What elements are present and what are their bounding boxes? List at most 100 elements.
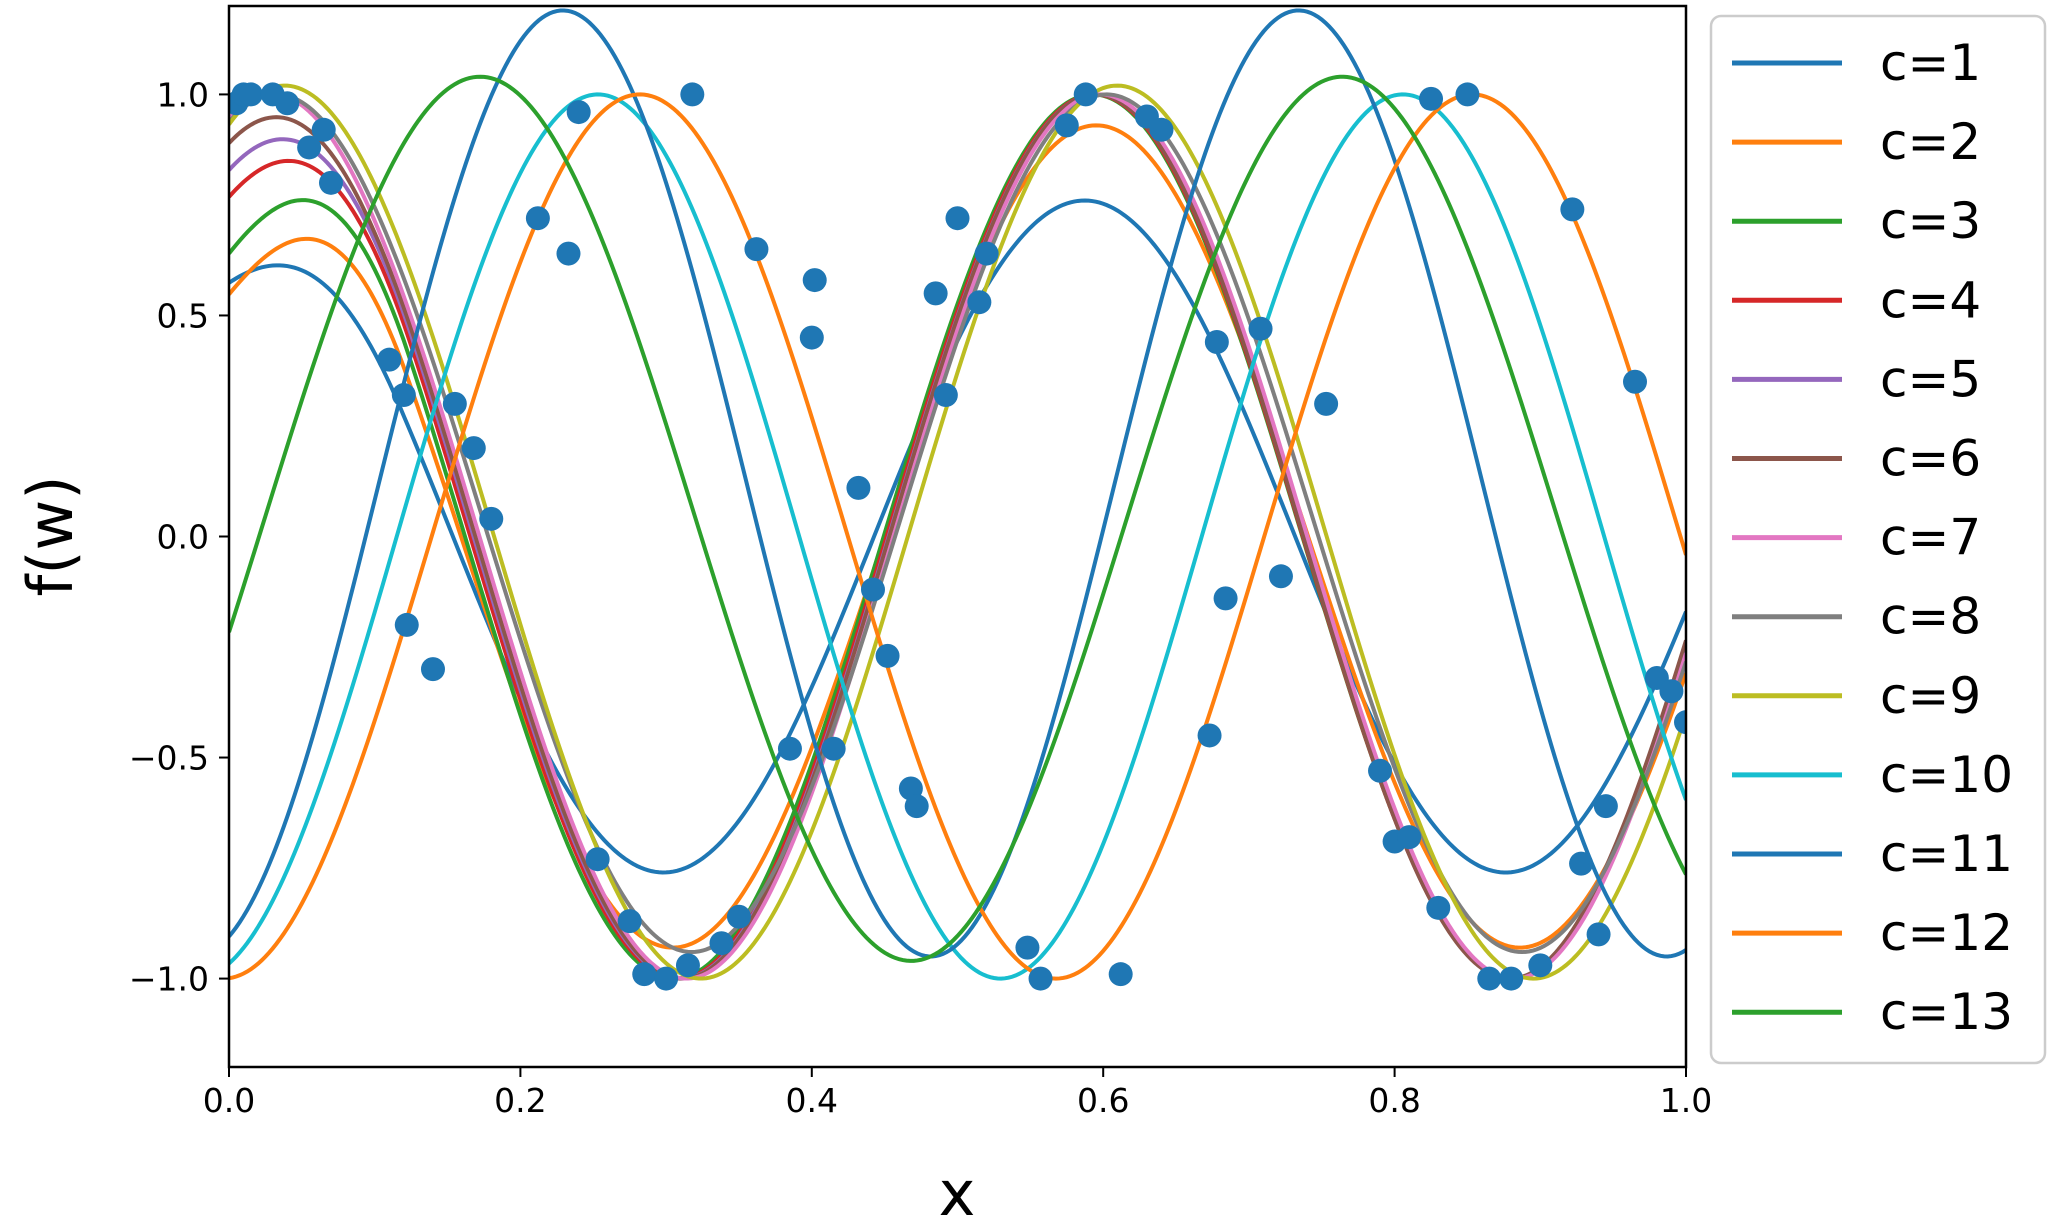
- scatter-point: [1659, 679, 1684, 704]
- y-tick-label: 1.0: [157, 75, 209, 114]
- scatter-point: [442, 391, 467, 416]
- legend-label: c=3: [1880, 192, 1981, 250]
- scatter-point: [1419, 86, 1444, 111]
- series-line: [229, 83, 1686, 981]
- scatter-point: [461, 436, 486, 461]
- scatter-point: [967, 290, 992, 315]
- scatter-point: [1593, 794, 1618, 819]
- series-line: [229, 74, 1686, 963]
- legend-item: c=9: [1732, 667, 1981, 725]
- scatter-point: [675, 953, 700, 978]
- series-line: [229, 92, 1686, 981]
- scatter-point: [904, 794, 929, 819]
- plot-area: [229, 8, 1686, 991]
- legend-label: c=1: [1880, 34, 1981, 92]
- series-line: [229, 92, 1686, 981]
- scatter-point: [525, 206, 550, 231]
- scatter-point: [974, 241, 999, 266]
- scatter-point: [1477, 966, 1502, 991]
- scatter-point: [680, 82, 705, 107]
- x-tick-label: 0.6: [1077, 1081, 1129, 1120]
- legend-item: c=13: [1732, 983, 2013, 1041]
- scatter-point: [846, 475, 871, 500]
- scatter-point: [1560, 197, 1585, 222]
- x-tick-label: 1.0: [1660, 1081, 1712, 1120]
- legend-label: c=11: [1880, 825, 2013, 883]
- y-tick-label: 0.0: [157, 518, 209, 557]
- legend-label: c=13: [1880, 983, 2013, 1041]
- scatter-point: [1268, 564, 1293, 589]
- series-line: [229, 8, 1686, 959]
- scatter-point: [875, 643, 900, 668]
- scatter-layer: [229, 82, 1686, 991]
- scatter-point: [1073, 82, 1098, 107]
- scatter-point: [1528, 953, 1553, 978]
- scatter-point: [1426, 895, 1451, 920]
- scatter-point: [1108, 962, 1133, 987]
- scatter-point: [1368, 758, 1393, 783]
- legend-items: c=1 c=2 c=3 c=4 c=5 c=6 c=7 c=8 c=9 c=10 c=11 c=12 c…: [1732, 34, 2013, 1041]
- y-axis-label: f(w): [14, 476, 87, 597]
- y-tick-label: −1.0: [129, 960, 209, 999]
- scatter-point: [275, 91, 300, 116]
- scatter-point: [802, 268, 827, 293]
- scatter-point: [1314, 391, 1339, 416]
- legend-item: c=8: [1732, 588, 1981, 646]
- legend-frame: [1709, 14, 2047, 1065]
- scatter-point: [744, 237, 769, 262]
- scatter-point: [1455, 82, 1480, 107]
- scatter-point: [617, 909, 642, 934]
- scatter-point: [1674, 710, 1686, 735]
- legend-item: c=12: [1732, 904, 2013, 962]
- scatter-point: [1197, 723, 1222, 748]
- legend-label: c=9: [1880, 667, 1981, 725]
- scatter-point: [394, 612, 419, 637]
- scatter-point: [238, 82, 263, 107]
- scatter-point: [420, 657, 445, 682]
- scatter-point: [709, 931, 734, 956]
- scatter-point: [923, 281, 948, 306]
- legend-label: c=6: [1880, 430, 1981, 488]
- scatter-point: [1499, 966, 1524, 991]
- scatter-point: [799, 325, 824, 350]
- scatter-point: [1586, 922, 1611, 947]
- x-tick-label: 0.8: [1368, 1081, 1420, 1120]
- scatter-point: [377, 347, 402, 372]
- legend-label: c=10: [1880, 746, 2013, 804]
- scatter-point: [479, 506, 504, 531]
- legend-item: c=2: [1732, 113, 1981, 171]
- legend-label: c=2: [1880, 113, 1981, 171]
- legend-item: c=5: [1732, 350, 1981, 408]
- legend-item: c=7: [1732, 509, 1981, 567]
- series-layer: [229, 8, 1686, 981]
- legend-label: c=12: [1880, 904, 2013, 962]
- x-axis-ticks: 0.0 0.2 0.4 0.6 0.8 1.0: [203, 1067, 1712, 1120]
- scatter-point: [945, 206, 970, 231]
- legend-item: c=10: [1732, 746, 2013, 804]
- scatter-point: [1015, 935, 1040, 960]
- scatter-point: [777, 736, 802, 761]
- scatter-point: [318, 170, 343, 195]
- legend-label: c=7: [1880, 509, 1981, 567]
- scatter-point: [391, 383, 416, 408]
- scatter-point: [1204, 329, 1229, 354]
- scatter-point: [1149, 117, 1174, 142]
- x-tick-label: 0.2: [494, 1081, 546, 1120]
- legend-item: c=11: [1732, 825, 2013, 883]
- legend-item: c=4: [1732, 271, 1981, 329]
- legend-label: c=4: [1880, 271, 1981, 329]
- scatter-point: [1054, 113, 1079, 138]
- y-tick-label: −0.5: [129, 739, 209, 778]
- x-tick-label: 0.4: [786, 1081, 838, 1120]
- scatter-point: [1397, 825, 1422, 850]
- legend-item: c=6: [1732, 430, 1981, 488]
- scatter-point: [726, 904, 751, 929]
- x-axis-label: x: [939, 1157, 976, 1224]
- scatter-point: [654, 966, 679, 991]
- series-line: [229, 92, 1686, 981]
- legend-label: c=8: [1880, 588, 1981, 646]
- scatter-point: [1623, 369, 1648, 394]
- legend-item: c=3: [1732, 192, 1981, 250]
- scatter-point: [1248, 316, 1273, 341]
